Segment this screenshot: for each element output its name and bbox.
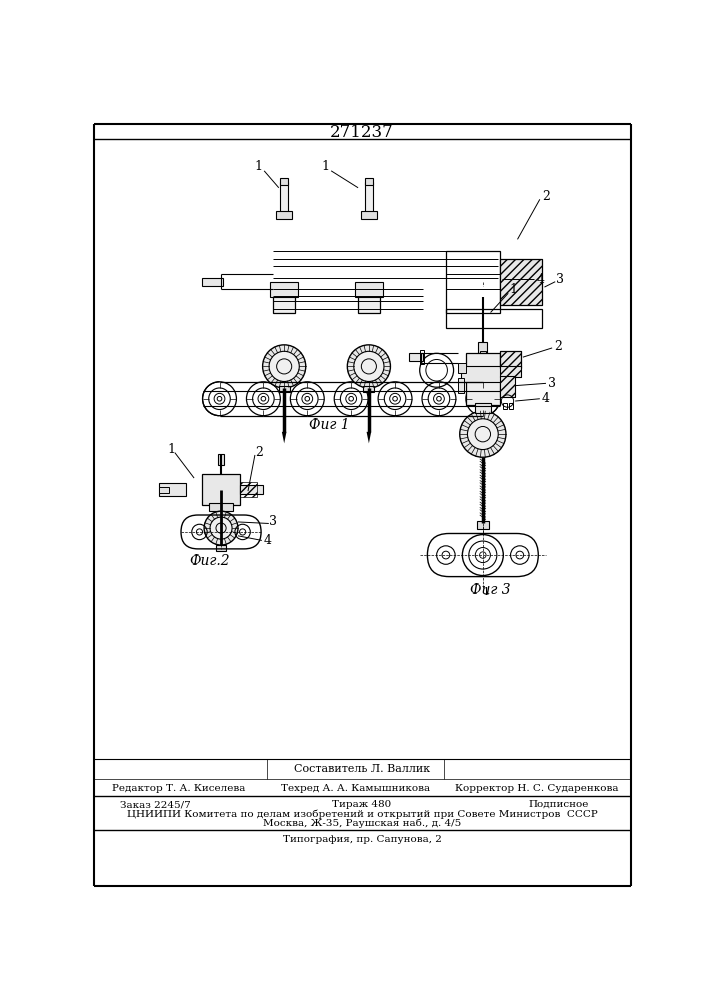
Bar [365,178,373,185]
Circle shape [460,411,506,457]
Text: 4: 4 [263,534,271,547]
Bar [160,483,187,496]
Bar [503,403,507,409]
Polygon shape [282,432,286,443]
Bar [281,178,288,185]
Text: 1: 1 [321,160,329,173]
Text: 3: 3 [548,377,556,390]
Bar [500,351,521,368]
Bar [478,342,487,353]
Bar [358,289,380,312]
Bar [475,403,491,413]
Text: Подписное: Подписное [528,800,588,809]
Text: 2: 2 [256,446,264,459]
Bar [477,521,489,529]
Bar [500,259,542,305]
Text: 1: 1 [510,283,518,296]
Bar [480,351,486,360]
Bar [218,454,224,465]
Bar [446,251,500,312]
Text: Тираж 480: Тираж 480 [332,800,392,809]
Text: 1: 1 [167,443,175,456]
Text: ЦНИИПИ Комитета по делам изобретений и открытий при Совете Министров  СССР: ЦНИИПИ Комитета по делам изобретений и о… [127,809,597,819]
Text: 3: 3 [556,273,564,286]
Circle shape [354,351,384,381]
Circle shape [262,345,305,388]
Bar [365,182,373,212]
Bar [509,403,513,409]
Bar [240,482,257,497]
Text: 1: 1 [254,160,262,173]
Text: Составитель Л. Валлик: Составитель Л. Валлик [294,764,430,774]
Bar [461,366,504,382]
Text: Редактор Т. А. Киселева: Редактор Т. А. Киселева [112,784,245,793]
Bar [409,353,423,361]
Bar [446,309,542,328]
Bar [363,386,374,392]
Bar [420,350,424,364]
Text: Типография, пр. Сапунова, 2: Типография, пр. Сапунова, 2 [283,835,441,844]
Text: 1: 1 [483,587,490,597]
Text: 2: 2 [542,190,550,204]
Bar [279,386,290,392]
Circle shape [467,419,498,450]
Text: 4: 4 [537,273,544,286]
Bar [500,376,515,397]
Bar [274,289,295,312]
Bar [276,211,292,219]
Bar [500,366,521,377]
Bar [240,485,264,494]
Bar [281,182,288,212]
Circle shape [347,345,390,388]
Bar [355,282,382,297]
Bar [458,363,466,373]
Bar [160,487,169,493]
Bar [500,259,542,305]
Bar [201,474,240,505]
Text: Техред А. А. Камышникова: Техред А. А. Камышникова [281,784,431,793]
Bar [500,366,521,377]
Bar [201,278,223,286]
Circle shape [204,511,238,545]
Bar [458,378,464,393]
Text: Фиг 1: Фиг 1 [308,418,349,432]
Circle shape [210,517,232,539]
Text: 271237: 271237 [330,124,394,141]
Text: Заказ 2245/7: Заказ 2245/7 [120,800,191,809]
Bar [198,515,244,549]
Circle shape [269,351,299,381]
Text: 2: 2 [554,340,562,353]
Text: 3: 3 [269,515,277,528]
Text: Фиг.2: Фиг.2 [189,554,230,568]
Bar [500,351,521,368]
Bar [466,353,500,405]
Bar [500,376,515,397]
Text: Москва, Ж-35, Раушская наб., д. 4/5: Москва, Ж-35, Раушская наб., д. 4/5 [263,818,461,828]
Polygon shape [366,432,371,443]
Text: Фиг 3: Фиг 3 [470,583,511,597]
Text: 4: 4 [542,392,550,405]
Text: Корректор Н. С. Сударенкова: Корректор Н. С. Сударенкова [455,784,619,793]
Bar [216,545,226,551]
Bar [209,503,233,511]
Bar [270,282,298,297]
Bar [361,211,377,219]
Bar [500,363,508,373]
